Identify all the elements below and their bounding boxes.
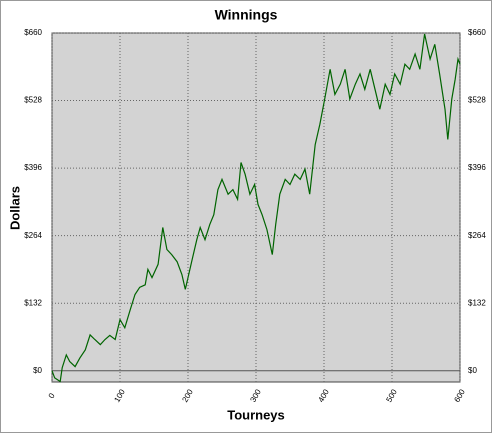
y-tick-label-right: $660 [468, 28, 486, 37]
chart-title: Winnings [215, 7, 278, 23]
y-tick-label-right: $0 [468, 366, 477, 375]
y-axis-title: Dollars [7, 186, 22, 230]
y-tick-label: $396 [24, 163, 42, 172]
y-tick-label-right: $396 [468, 163, 486, 172]
y-tick-label-right: $528 [468, 96, 486, 105]
y-tick-label: $132 [24, 298, 42, 307]
y-tick-label: $264 [24, 231, 42, 240]
x-tick-label: 0 [47, 391, 57, 400]
x-axis-title: Tourneys [227, 407, 285, 422]
y-tick-label-right: $264 [468, 231, 486, 240]
data-line [51, 33, 461, 383]
y-tick-label: $528 [24, 96, 42, 105]
y-tick-label-right: $132 [468, 298, 486, 307]
y-tick-label: $0 [33, 366, 42, 375]
y-tick-label: $660 [24, 28, 42, 37]
